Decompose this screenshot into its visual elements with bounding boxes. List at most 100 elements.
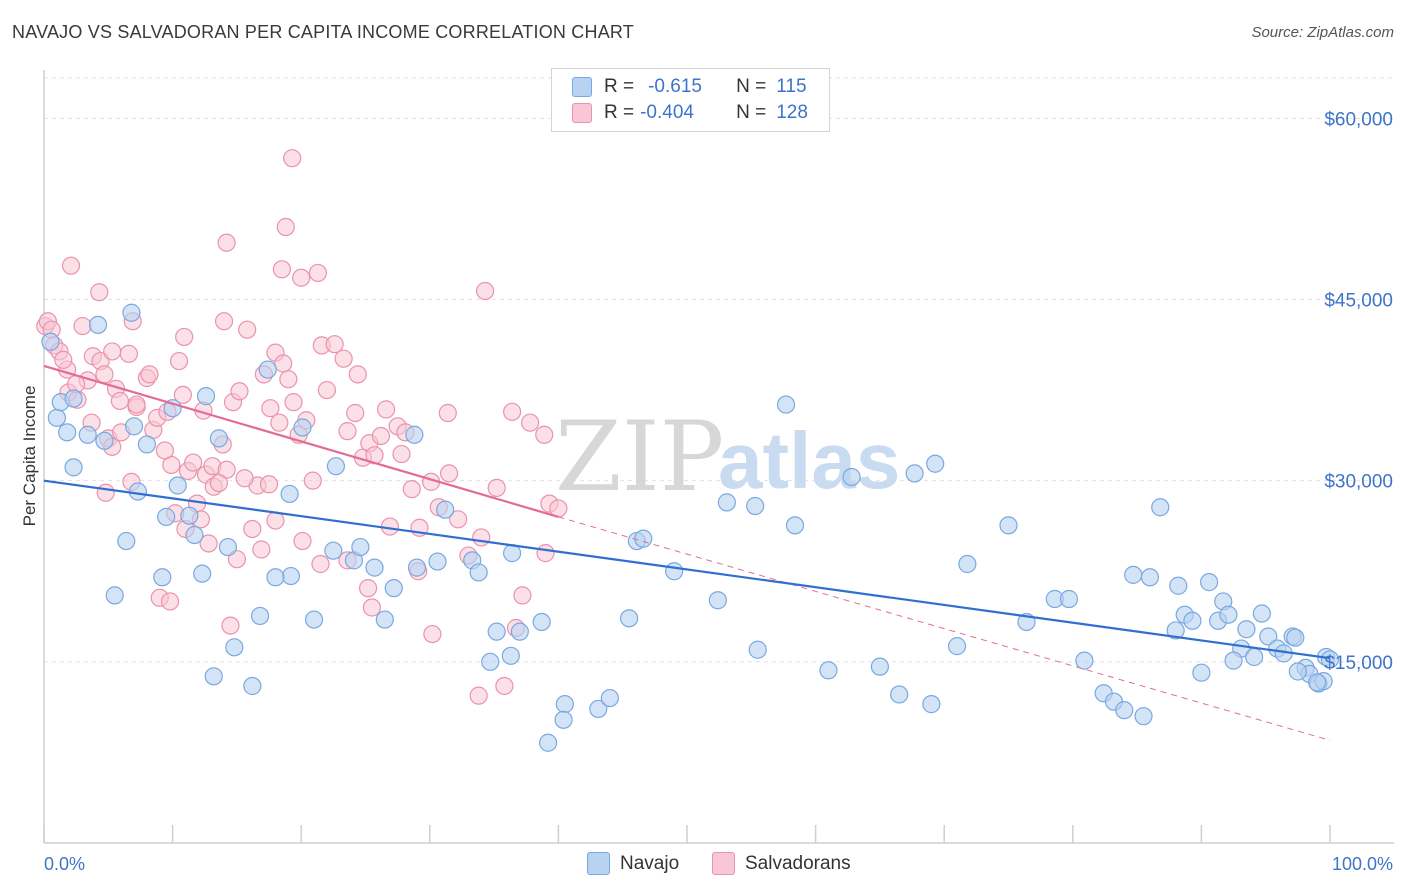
navajo-point	[428, 552, 447, 571]
navajo-point	[665, 562, 684, 581]
navajo-point	[122, 303, 141, 322]
navajo-r-label: R =	[604, 76, 635, 97]
salvadoran-point	[230, 382, 249, 401]
navajo-trend-line	[43, 479, 1331, 660]
navajo-point	[250, 606, 270, 626]
navajo-point	[947, 637, 967, 656]
salvadoran-point	[376, 400, 396, 419]
navajo-point	[999, 516, 1018, 535]
navajo-point	[1308, 673, 1327, 692]
navajo-point	[1166, 621, 1185, 640]
salvadoran-trend-extension	[558, 516, 1331, 741]
navajo-point	[193, 564, 212, 583]
navajo-point	[905, 464, 924, 483]
salvadoran-swatch	[572, 103, 592, 123]
navajo-point	[105, 586, 124, 605]
axes	[43, 70, 1394, 844]
salvadoran-point	[61, 256, 81, 275]
salvadoran-point	[438, 403, 457, 423]
navajo-point	[351, 537, 370, 557]
salvadoran-point	[209, 473, 228, 493]
salvadoran-point	[334, 349, 353, 368]
salvadoran-point	[371, 426, 391, 446]
navajo-point	[785, 516, 805, 535]
legend-row-navajo: R = -0.615 N = 115	[572, 75, 807, 99]
salvadoran-point	[439, 464, 459, 483]
salvadoran-legend-swatch	[712, 852, 735, 875]
salvadoran-points	[36, 149, 568, 705]
salvadoran-point	[338, 422, 357, 441]
salvadoran-point	[536, 544, 555, 563]
salvadoran-point	[266, 511, 285, 530]
salvadoran-point	[169, 351, 189, 371]
salvadoran-point	[487, 478, 506, 498]
navajo-point	[124, 417, 144, 436]
legend-item-navajo: Navajo	[587, 852, 679, 875]
salvadoran-point	[274, 354, 293, 373]
navajo-point	[1151, 498, 1170, 517]
navajo-point	[958, 554, 977, 574]
navajo-point	[1320, 650, 1340, 669]
navajo-point	[117, 531, 136, 551]
navajo-point	[157, 507, 176, 526]
navajo-r-value: -0.615	[648, 76, 702, 97]
navajo-point	[501, 646, 520, 665]
salvadoran-point	[73, 316, 92, 336]
salvadoran-point	[346, 403, 365, 423]
navajo-legend-swatch	[587, 852, 610, 875]
navajo-point	[407, 558, 427, 577]
legend-item-salvadoran: Salvadorans	[712, 852, 851, 875]
salvadoran-point	[272, 260, 292, 279]
navajo-point	[1288, 662, 1307, 681]
salvadoran-point	[392, 444, 411, 464]
salvadoran-point	[221, 616, 240, 635]
navajo-point	[870, 657, 890, 676]
salvadoran-point	[261, 399, 280, 418]
salvadoran-point	[227, 550, 246, 569]
salvadoran-point	[284, 393, 303, 412]
y-tick-label: $60,000	[1324, 109, 1393, 130]
navajo-point	[1286, 628, 1305, 647]
navajo-point	[510, 622, 529, 641]
watermark-atlas: atlas	[718, 416, 900, 505]
salvadoran-point	[140, 365, 159, 384]
salvadoran-point	[184, 453, 203, 472]
navajo-point	[243, 676, 262, 696]
navajo-point	[326, 457, 346, 476]
salvadoran-point	[513, 586, 532, 605]
salvadoran-point	[362, 598, 382, 617]
salvadoran-point	[217, 233, 236, 252]
salvadoran-point	[311, 554, 330, 574]
y-tick-label: $45,000	[1324, 290, 1393, 311]
salvadoran-point	[252, 540, 271, 559]
legend-row-salvadoran: R = -0.404 N = 128	[572, 101, 808, 125]
navajo-point	[890, 685, 909, 704]
navajo-point	[469, 563, 488, 582]
navajo-point	[481, 652, 500, 671]
salvadoran-point	[348, 365, 367, 384]
y-tick-label: $15,000	[1324, 653, 1393, 674]
salvadoran-point	[199, 534, 218, 553]
salvadoran-point	[279, 370, 298, 389]
navajo-point	[280, 484, 299, 504]
navajo-point	[185, 525, 204, 545]
navajo-point	[180, 506, 199, 525]
salvadoran-point	[90, 283, 109, 302]
navajo-point	[1134, 707, 1153, 726]
navajo-point	[293, 418, 312, 437]
navajo-point	[365, 558, 384, 577]
salvadoran-point	[317, 380, 337, 400]
navajo-point	[153, 568, 172, 587]
navajo-point	[1245, 647, 1264, 667]
navajo-point	[41, 332, 60, 351]
x-tick-label-end: 100.0%	[1332, 854, 1393, 874]
navajo-point	[634, 529, 653, 548]
navajo-point	[589, 699, 608, 719]
navajo-point	[1192, 663, 1211, 682]
salvadoran-point	[521, 413, 540, 432]
navajo-point	[708, 591, 727, 610]
navajo-point	[58, 423, 77, 442]
navajo-points	[41, 303, 1340, 752]
source-label: Source: ZipAtlas.com	[1251, 24, 1394, 41]
